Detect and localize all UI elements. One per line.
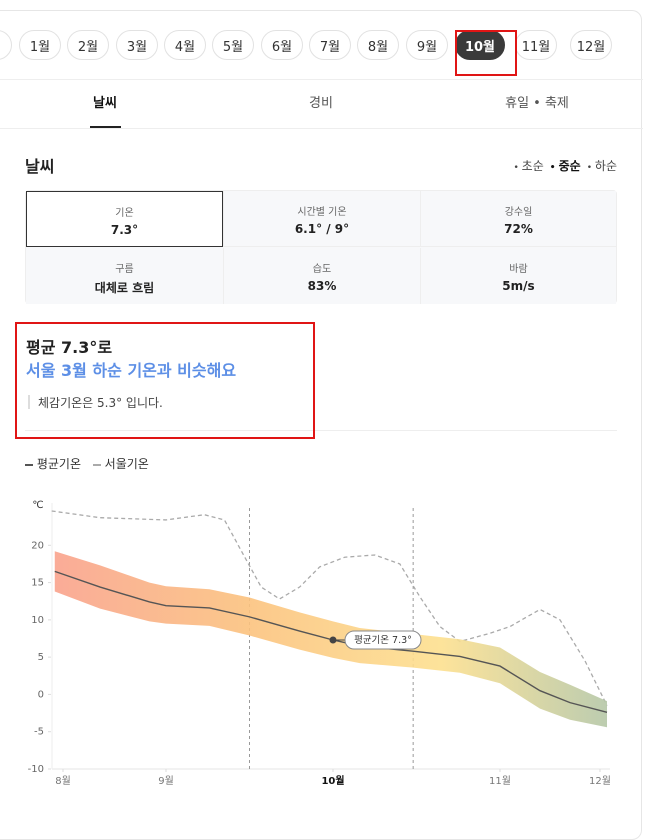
annotation-box bbox=[344, 630, 422, 650]
month-pill[interactable]: 7월 bbox=[309, 30, 351, 60]
stat-value: 72% bbox=[504, 222, 533, 236]
month-pill[interactable]: 4월 bbox=[164, 30, 206, 60]
legend-swatch bbox=[92, 463, 101, 466]
stat-value: 6.1° / 9° bbox=[294, 222, 350, 236]
highlight-box bbox=[15, 322, 315, 439]
stat-label: 강수일 bbox=[504, 207, 533, 218]
stat-cell: 시간별 기온 6.1° / 9° bbox=[223, 191, 420, 247]
y-tick-label: 15 bbox=[31, 578, 44, 589]
note: 체감기온은 5.3° 입니다. bbox=[38, 396, 163, 410]
stat-label: 습도 bbox=[312, 264, 332, 275]
stat-cell: 바람 5m/s bbox=[420, 248, 616, 304]
period-option[interactable]: • 하순 bbox=[587, 159, 617, 173]
legend-label: 서울기온 bbox=[104, 457, 149, 471]
x-tick-label: 9월 bbox=[158, 775, 174, 787]
month-pill[interactable]: 3월 bbox=[116, 30, 158, 60]
stat-cell: 강수일 72% bbox=[420, 191, 616, 247]
month-pill[interactable]: 8월 bbox=[357, 30, 399, 60]
stat-label: 시간별 기온 bbox=[297, 207, 347, 218]
y-tick-label: 0 bbox=[38, 689, 44, 700]
divider bbox=[0, 79, 643, 80]
month-pill[interactable]: 12월 bbox=[570, 30, 612, 60]
y-tick-label: 20 bbox=[31, 540, 44, 551]
note-bar bbox=[28, 395, 30, 409]
chart: ℃ -10 -5 0 5 10 15 20 8월 9월 10월 11월 12월 평균기온 7.3° bbox=[28, 500, 611, 787]
y-axis-label: ℃ bbox=[32, 500, 43, 511]
bullet: • bbox=[513, 163, 522, 173]
y-tick-label: -5 bbox=[34, 727, 44, 738]
divider bbox=[25, 430, 617, 431]
annotation-label: 평균기온 7.3° bbox=[354, 635, 412, 646]
stat-value: 5m/s bbox=[502, 279, 535, 293]
series-line bbox=[51, 510, 608, 706]
stat-cell: 습도 83% bbox=[223, 248, 420, 304]
month-pill[interactable]: 5월 bbox=[212, 30, 254, 60]
stat-label: 기온 bbox=[115, 208, 134, 219]
month-pill[interactable]: 10월 bbox=[455, 30, 505, 60]
period-options: • 초순 • 중순 • 하순 bbox=[507, 155, 617, 174]
section-title: 날씨 bbox=[25, 157, 55, 176]
y-tick-label: 5 bbox=[38, 652, 44, 663]
month-pill[interactable]: 6월 bbox=[261, 30, 303, 60]
x-tick-label: 8월 bbox=[55, 775, 71, 787]
period-option[interactable]: • 중순 bbox=[550, 159, 581, 173]
month-pill[interactable]: 1월 bbox=[19, 30, 61, 60]
legend-label: 평균기온 bbox=[36, 457, 81, 471]
stat-cell[interactable]: 기온 7.3° bbox=[26, 191, 223, 247]
legend-swatch bbox=[25, 463, 33, 466]
tab[interactable]: 날씨 bbox=[93, 96, 117, 111]
month-pill[interactable]: 2월 bbox=[67, 30, 109, 60]
legend: 평균기온 서울기온 bbox=[25, 455, 149, 472]
stat-value: 7.3° bbox=[110, 223, 139, 237]
divider bbox=[0, 128, 643, 129]
x-tick-label: 11월 bbox=[489, 775, 511, 787]
comparison: 서울 3월 하순 기온과 비슷해요 bbox=[26, 361, 237, 380]
tab-underline bbox=[90, 126, 121, 128]
period-label: 초순 bbox=[521, 159, 544, 173]
y-tick-label: -10 bbox=[28, 764, 44, 775]
period-label: 하순 bbox=[594, 159, 617, 173]
bullet: • bbox=[586, 163, 595, 173]
period-label: 중순 bbox=[558, 159, 581, 173]
highlight-box bbox=[455, 30, 517, 76]
stat-value: 대체로 흐림 bbox=[94, 281, 155, 295]
month-pill[interactable]: 11월 bbox=[515, 30, 557, 60]
x-tick-label: 10월 bbox=[321, 775, 344, 787]
tab[interactable]: 경비 bbox=[309, 96, 333, 111]
period-option[interactable]: • 초순 bbox=[513, 159, 543, 173]
page: {"month_tabs": {"items": ["1월","2월","3월"… bbox=[0, 10, 643, 840]
month-pill[interactable]: 9월 bbox=[406, 30, 448, 60]
x-tick-label: 12월 bbox=[589, 775, 611, 787]
stat-label: 바람 bbox=[509, 264, 528, 275]
stat-value: 83% bbox=[307, 279, 337, 293]
stat-label: 구름 bbox=[115, 264, 134, 275]
tab[interactable]: 휴일 • 축제 bbox=[505, 96, 569, 111]
bullet: • bbox=[549, 163, 559, 173]
y-tick-label: 10 bbox=[31, 615, 44, 626]
headline: 평균 7.3°로 bbox=[26, 338, 113, 357]
